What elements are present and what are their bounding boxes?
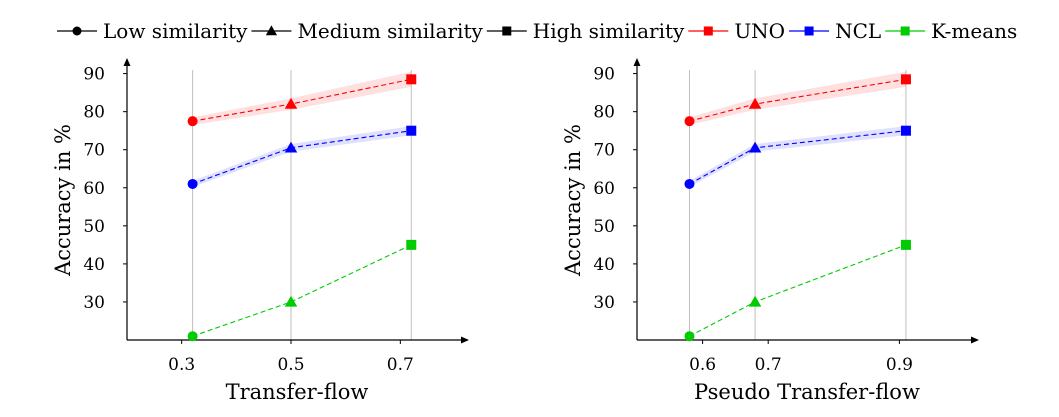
x-tick-label-2: 0.7	[387, 355, 414, 375]
data-point-1	[284, 295, 298, 307]
data-point-0	[684, 116, 695, 127]
x-tick-label-0: 0.6	[689, 355, 716, 375]
x-tick-label-1: 0.7	[755, 355, 782, 375]
data-point-0	[187, 331, 198, 342]
legend-label-4: NCL	[835, 19, 881, 43]
y-axis-label: Accuracy in %	[561, 124, 585, 277]
y-axis-arrow	[123, 58, 131, 66]
series-uno	[684, 71, 911, 127]
y-tick-label-0: 30	[83, 293, 105, 313]
series-band	[689, 126, 906, 188]
data-point-2	[406, 125, 417, 136]
legend: Low similarity Medium similarity High simi…	[57, 19, 1017, 43]
y-tick-label-1: 40	[83, 255, 105, 275]
data-point-0	[684, 331, 695, 342]
legend-marker-0	[72, 26, 82, 36]
y-tick-label-3: 60	[593, 179, 615, 199]
data-point-0	[187, 116, 198, 127]
legend-label-2: High similarity	[533, 19, 685, 43]
y-tick-label-6: 90	[83, 65, 105, 85]
data-point-1	[748, 295, 762, 307]
data-point-0	[684, 178, 695, 189]
legend-marker-5	[900, 26, 910, 36]
data-point-1	[284, 141, 298, 153]
legend-marker-4	[804, 26, 814, 36]
series-band	[689, 71, 906, 125]
data-point-1	[284, 97, 298, 109]
data-point-0	[187, 178, 198, 189]
series-ncl	[187, 125, 417, 189]
y-tick-label-0: 30	[593, 293, 615, 313]
y-tick-label-1: 40	[593, 255, 615, 275]
legend-marker-3	[703, 26, 713, 36]
series-band	[192, 71, 412, 125]
y-tick-label-4: 70	[83, 141, 105, 161]
data-point-2	[900, 125, 911, 136]
data-point-2	[406, 74, 417, 85]
legend-label-0: Low similarity	[103, 19, 248, 43]
y-tick-label-4: 70	[593, 141, 615, 161]
x-tick-label-0: 0.3	[168, 355, 195, 375]
x-axis-arrow	[461, 336, 469, 344]
legend-label-5: K-means	[931, 19, 1017, 43]
chart-transfer-flow: 30 40 50 60 70 80 90 0.3 0.5 0.7 Transfer-flow Accu…	[51, 58, 469, 404]
legend-marker-2	[502, 26, 512, 36]
y-axis-arrow	[633, 58, 641, 66]
y-tick-label-2: 50	[83, 217, 105, 237]
data-point-2	[900, 239, 911, 250]
data-point-1	[748, 97, 762, 109]
data-point-1	[748, 141, 762, 153]
series-line	[192, 244, 412, 337]
y-tick-label-2: 50	[593, 217, 615, 237]
x-axis-label: Pseudo Transfer-flow	[694, 380, 920, 404]
series-uno	[187, 71, 417, 127]
series-k-means	[187, 239, 417, 342]
series-band	[192, 126, 412, 188]
legend-label-3: UNO	[734, 19, 785, 43]
y-tick-label-5: 80	[83, 103, 105, 123]
x-tick-label-2: 0.9	[886, 355, 913, 375]
data-point-2	[406, 239, 417, 250]
y-tick-label-6: 90	[593, 65, 615, 85]
series-ncl	[684, 125, 911, 189]
data-point-2	[900, 74, 911, 85]
y-axis-label: Accuracy in %	[51, 124, 75, 277]
y-tick-label-5: 80	[593, 103, 615, 123]
series-line	[689, 244, 907, 337]
x-tick-label-1: 0.5	[277, 355, 304, 375]
y-tick-label-3: 60	[83, 179, 105, 199]
x-axis-label: Transfer-flow	[226, 380, 369, 404]
x-axis-arrow	[971, 336, 979, 344]
legend-marker-1	[265, 25, 278, 36]
chart-pseudo-transfer-flow: 30 40 50 60 70 80 90 0.6 0.7 0.9 Pseudo Transfer-f…	[561, 58, 979, 404]
legend-label-1: Medium similarity	[297, 19, 483, 43]
series-k-means	[684, 239, 911, 342]
